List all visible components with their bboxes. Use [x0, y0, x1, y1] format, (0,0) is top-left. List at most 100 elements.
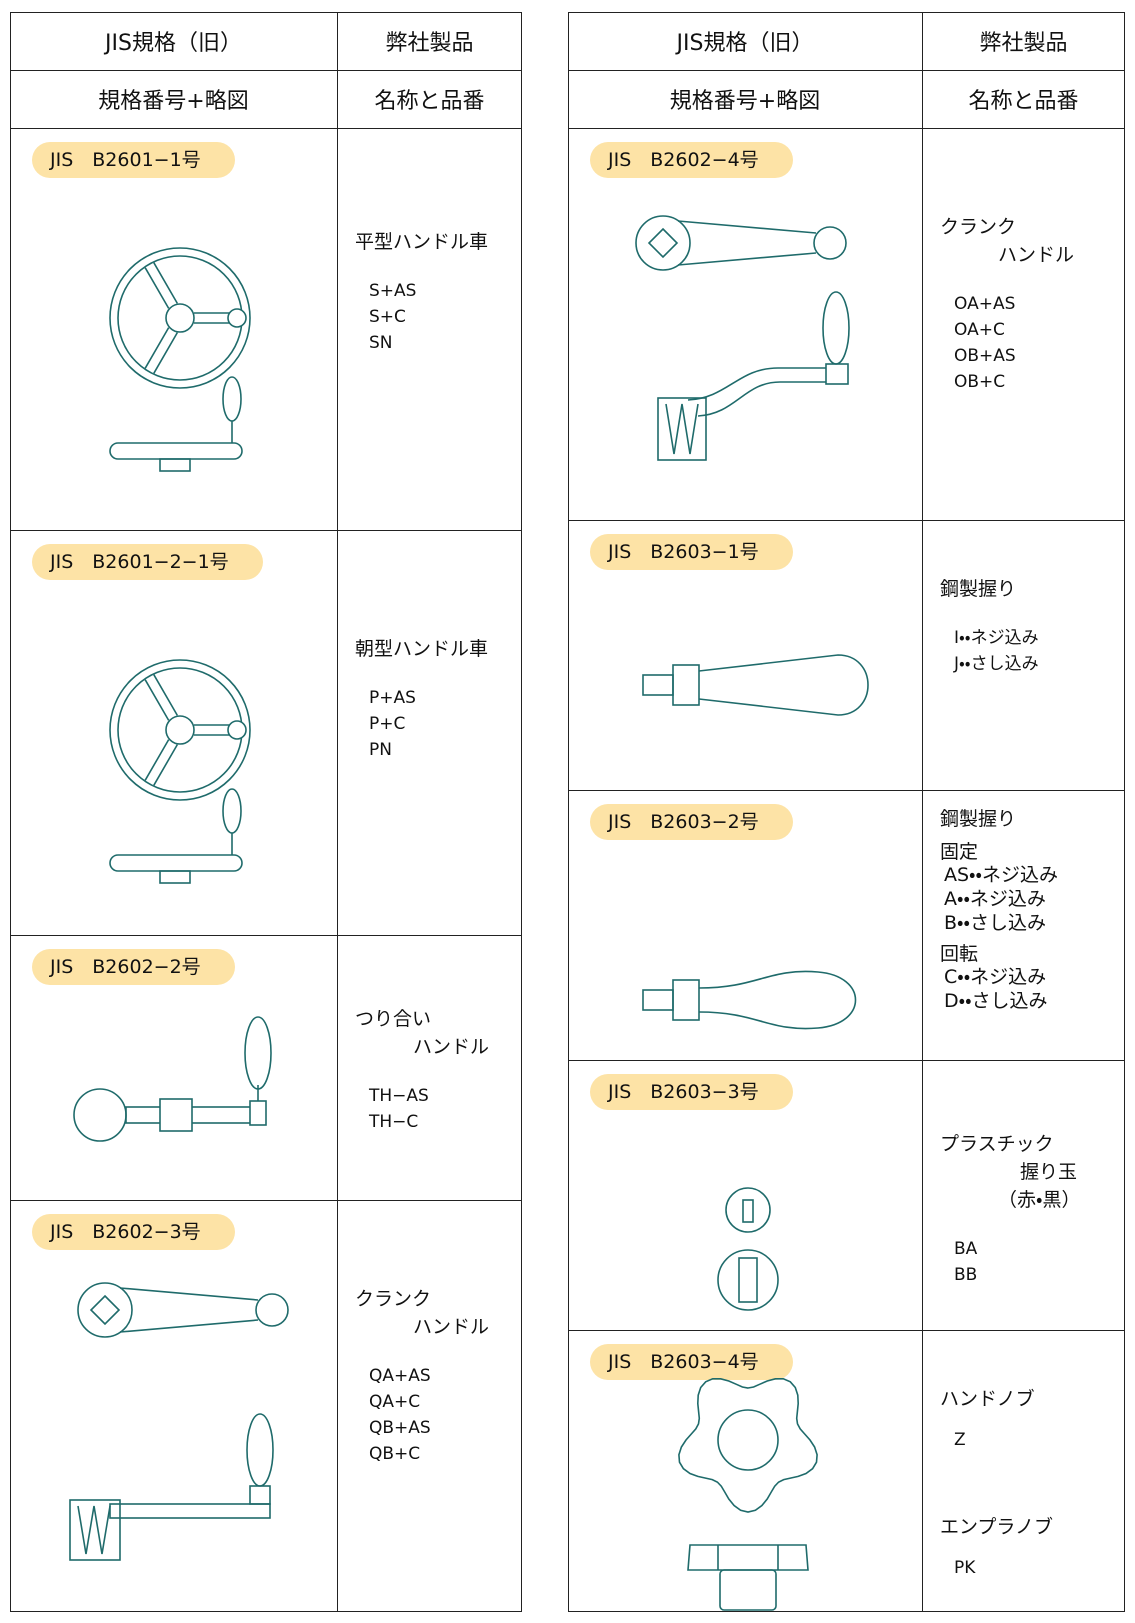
header-cell: JIS規格（旧） — [105, 31, 242, 56]
sketch — [717, 1187, 779, 1311]
product-name: エンプラノブ — [940, 1516, 1054, 1538]
sketch — [635, 215, 850, 461]
product-info: クランク ハンドル QA+AS QA+C QB+AS QB+C — [355, 1285, 489, 1467]
product-name: プラスチック — [940, 1133, 1054, 1155]
product-info: クランク ハンドル OA+AS OA+C OB+AS OB+C — [940, 213, 1074, 395]
balance-block — [159, 1098, 193, 1132]
crank-arm — [119, 1287, 259, 1333]
wheel-spoke — [144, 267, 170, 309]
product-code: OA+AS — [954, 294, 1016, 314]
product-name: ハンドノブ — [940, 1388, 1035, 1410]
grip-collar — [672, 979, 700, 1021]
sketch — [69, 1282, 289, 1561]
header-cell: 規格番号+略図 — [98, 89, 249, 114]
wheel-boss — [159, 458, 191, 472]
crank-arm-side — [109, 1503, 271, 1519]
wheel-rim-inner — [117, 667, 243, 793]
standard-label: JIS B2602−3号 — [32, 1214, 235, 1250]
wheel-spoke — [144, 739, 170, 781]
product-name: 朝型ハンドル車 — [355, 638, 489, 660]
product-code: PN — [369, 740, 392, 760]
wheel-side — [109, 854, 243, 872]
crank-hub — [69, 1499, 121, 1561]
product-name: （赤・黒） — [998, 1189, 1081, 1211]
sketch — [109, 247, 251, 472]
sketch — [109, 659, 251, 884]
knob — [246, 1413, 274, 1487]
product-code: TH−C — [369, 1112, 419, 1132]
row-divider — [10, 530, 522, 531]
grip-body — [698, 970, 857, 1030]
product-info: 鋼製握り 固定 AS・・ネジ込み A・・ネジ込み B・・さし込み 回転 C・・ネジ込み D・・… — [940, 805, 1058, 1013]
sketch — [678, 1377, 818, 1611]
wheel-rim-inner — [117, 255, 243, 381]
standard-label: JIS B2602−2号 — [32, 949, 235, 985]
product-code: A・・ネジ込み — [944, 888, 1046, 910]
row-divider — [568, 520, 1125, 521]
product-code: S+AS — [369, 281, 417, 301]
product-code: QA+AS — [369, 1366, 431, 1386]
wheel-boss — [159, 870, 191, 884]
knob — [822, 291, 850, 365]
table-frame — [10, 12, 522, 1612]
wheel-spoke — [144, 327, 170, 369]
product-info: 鋼製握り I・・ネジ込み J・・さし込み — [940, 575, 1039, 677]
product-code: BB — [954, 1265, 978, 1285]
crank-end — [813, 226, 847, 260]
row-divider — [568, 1330, 1125, 1331]
row-divider — [10, 1200, 522, 1201]
product-name: つり合い — [355, 1008, 432, 1030]
product-name: 握り玉 — [1020, 1161, 1078, 1183]
product-code: PK — [954, 1558, 976, 1578]
grip-thread — [642, 989, 674, 1011]
product-name: ハンドル — [413, 1316, 490, 1338]
product-name: クランク — [940, 216, 1017, 238]
row-divider — [568, 70, 1125, 71]
star-knob-center — [717, 1409, 779, 1471]
knob — [222, 376, 242, 422]
table-frame — [568, 12, 1125, 1612]
header-cell: 名称と品番 — [374, 89, 485, 114]
standard-label: JIS B2603−4号 — [590, 1344, 793, 1380]
group-title: 回転 — [940, 943, 979, 965]
product-info: ハンドノブ Z エンプラノブ PK — [940, 1385, 1053, 1581]
crank-collar — [825, 363, 849, 385]
sketch — [73, 1016, 272, 1142]
star-knob-stem — [719, 1569, 777, 1611]
row-divider — [568, 128, 1125, 129]
row-divider — [10, 70, 522, 71]
product-info: 平型ハンドル車 S+AS S+C SN — [355, 228, 488, 356]
wheel-spoke — [153, 674, 179, 716]
product-code: QB+C — [369, 1444, 421, 1464]
row-divider — [568, 790, 1125, 791]
knob — [222, 788, 242, 834]
product-code: D・・さし込み — [944, 990, 1048, 1012]
square-hole — [89, 1294, 121, 1326]
ball-knob-bore — [742, 1199, 754, 1223]
standard-label: JIS B2601−2−1号 — [32, 544, 263, 580]
wheel-knob — [227, 720, 247, 740]
product-code: P+AS — [369, 688, 416, 708]
product-code: OB+C — [954, 372, 1006, 392]
product-name: 平型ハンドル車 — [355, 231, 489, 253]
wheel-spoke — [144, 679, 170, 721]
product-code: BA — [954, 1239, 978, 1259]
column-divider — [337, 12, 338, 1612]
row-divider — [568, 1060, 1125, 1061]
product-code: OA+C — [954, 320, 1005, 340]
crank-end — [255, 1293, 289, 1327]
hub-hatch — [77, 1505, 111, 1555]
product-code: I・・ネジ込み — [954, 628, 1039, 648]
wheel-knob — [227, 308, 247, 328]
crank-hub — [657, 397, 707, 461]
crank-boss — [77, 1282, 133, 1338]
standard-label: JIS B2603−2号 — [590, 804, 793, 840]
product-info: つり合い ハンドル TH−AS TH−C — [355, 1005, 489, 1135]
sketch — [642, 654, 869, 716]
product-code: Z — [954, 1430, 966, 1450]
crank-arm-side — [687, 367, 826, 417]
crank-collar — [249, 1485, 271, 1505]
grip-collar — [672, 664, 700, 706]
